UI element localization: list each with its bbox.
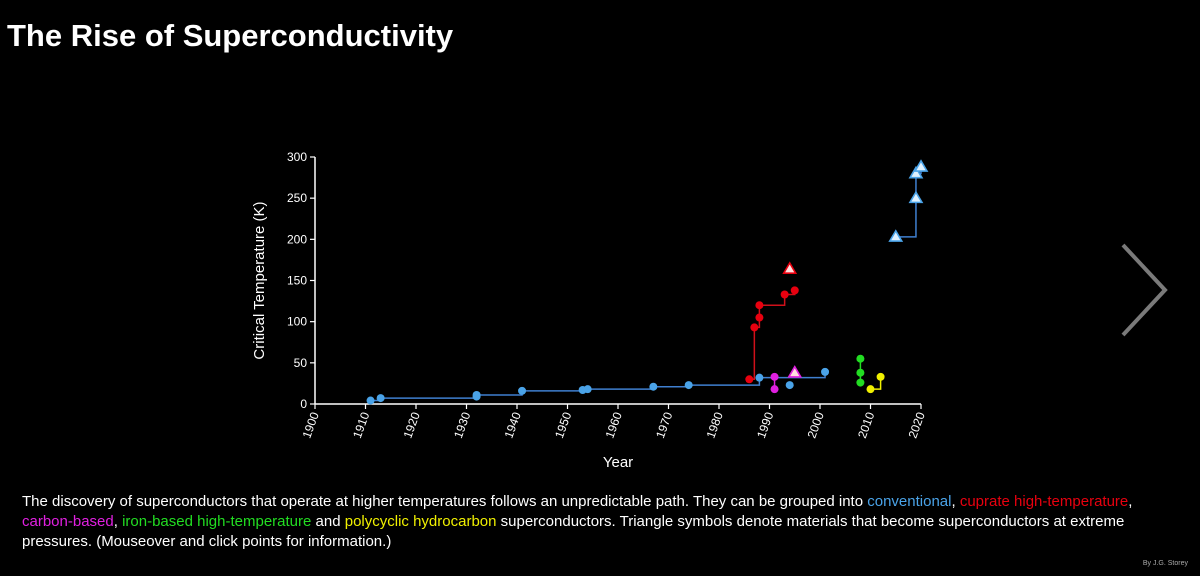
- y-tick-label: 200: [287, 232, 307, 246]
- data-point-conventional: [785, 381, 794, 390]
- data-point-cuprate: [780, 290, 789, 299]
- data-point-conventional: [366, 396, 375, 405]
- data-point-conventional: [684, 381, 693, 390]
- x-tick-label: 1910: [350, 410, 372, 440]
- x-tick-label: 1950: [552, 410, 574, 440]
- page-title: The Rise of Superconductivity: [7, 18, 454, 53]
- x-axis-label: Year: [603, 454, 633, 471]
- x-tick-label: 1990: [754, 410, 776, 440]
- data-point-carbon: [770, 372, 779, 381]
- chevron-right-icon[interactable]: [1115, 240, 1175, 340]
- data-point-conventional: [518, 386, 527, 395]
- caption-and: and: [311, 513, 345, 530]
- caption-sep: ,: [113, 513, 123, 530]
- data-point-cuprate: [755, 313, 764, 322]
- x-tick-label: 1940: [502, 410, 524, 440]
- data-point-conventional: [649, 382, 658, 391]
- x-tick-label: 2020: [906, 410, 928, 440]
- data-point-conventional: [755, 373, 764, 382]
- data-point-iron: [856, 368, 865, 377]
- caption-sep: ,: [951, 493, 960, 510]
- y-tick-label: 0: [300, 397, 307, 411]
- data-point-cuprate: [745, 375, 754, 384]
- data-triangle-conventional-pressure: [908, 190, 924, 204]
- data-triangle-conventional-pressure: [913, 159, 929, 172]
- x-tick-label: 1920: [401, 410, 423, 440]
- y-axis-label: Critical Temperature (K): [251, 201, 268, 359]
- caption-iron: iron-based high-temperature: [122, 513, 312, 530]
- x-tick-label: 1900: [300, 410, 322, 440]
- x-tick-label: 1960: [603, 410, 625, 440]
- chart-caption: The discovery of superconductors that op…: [22, 492, 1187, 552]
- data-point-conventional: [583, 385, 592, 394]
- caption-sep: ,: [1128, 493, 1133, 510]
- data-point-conventional: [472, 390, 481, 399]
- x-tick-label: 1970: [653, 410, 675, 440]
- y-tick-label: 150: [287, 274, 307, 288]
- data-triangle-carbon-pressure: [787, 365, 803, 378]
- y-tick-label: 300: [287, 150, 307, 164]
- data-point-conventional: [376, 394, 385, 403]
- caption-hydrocarbon: polycyclic hydrocarbon: [344, 513, 497, 530]
- caption-text: The discovery of superconductors that op…: [22, 493, 868, 510]
- data-point-cuprate: [790, 286, 799, 295]
- data-point-conventional: [821, 367, 830, 376]
- data-triangle-conventional-pressure: [888, 229, 904, 242]
- data-triangle-cuprate-pressure: [782, 261, 798, 274]
- step-line-conventional-pressure: [895, 166, 922, 238]
- caption-cuprate: cuprate high-temperature: [959, 493, 1129, 510]
- x-tick-label: 1930: [451, 410, 473, 440]
- caption-carbon: carbon-based: [22, 513, 114, 530]
- x-tick-label: 2010: [855, 410, 877, 440]
- author-credit: By J.G. Storey: [1142, 560, 1188, 567]
- data-point-cuprate: [755, 301, 764, 310]
- y-tick-label: 100: [287, 315, 307, 329]
- data-point-carbon: [770, 385, 779, 394]
- data-triangle-conventional-pressure: [908, 165, 924, 179]
- data-point-cuprate: [750, 323, 759, 332]
- y-tick-label: 250: [287, 191, 307, 205]
- data-point-hydrocarbon: [866, 385, 875, 394]
- x-tick-label: 2000: [805, 410, 827, 440]
- x-tick-label: 1980: [704, 410, 726, 440]
- data-point-iron: [856, 378, 865, 387]
- caption-conventional: conventional: [867, 493, 952, 510]
- data-point-hydrocarbon: [876, 372, 885, 381]
- caption-text: superconductors. Triangle symbols denote…: [22, 513, 1125, 550]
- data-point-iron: [856, 354, 865, 363]
- y-tick-label: 50: [294, 356, 308, 370]
